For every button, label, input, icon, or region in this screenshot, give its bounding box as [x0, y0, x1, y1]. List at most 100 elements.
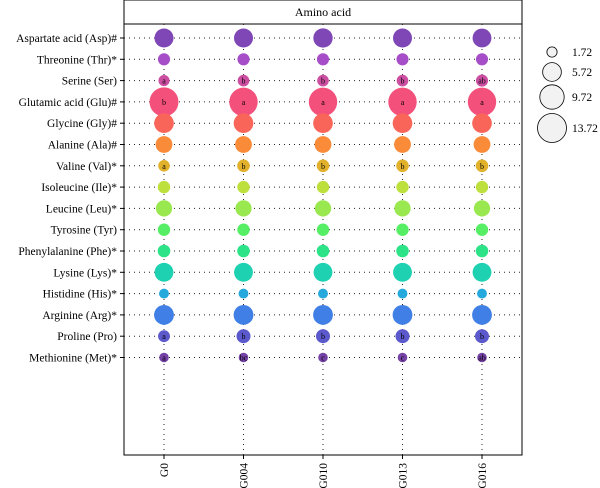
bubble-point [238, 288, 249, 299]
significance-label: b [242, 332, 246, 341]
x-tick-label: G004 [239, 463, 251, 488]
bubble-point [154, 113, 174, 134]
bubble-point [473, 200, 491, 217]
y-axis: Aspartate acid (Asp)# Threonine (Thr)* Ser… [16, 33, 124, 365]
significance-label: b [401, 77, 405, 86]
gridlines [124, 24, 522, 455]
bubble-point [475, 329, 489, 344]
significance-label: bc [240, 354, 248, 363]
bubble-point [318, 352, 328, 363]
x-tick-label: G010 [318, 463, 330, 488]
y-tick-label: Lysine (Lys)* [53, 267, 117, 279]
y-tick-label: Glutamic acid (Glu)# [19, 97, 118, 109]
bubble-point [396, 53, 409, 66]
bubble-point [237, 223, 250, 236]
bubble-point [155, 136, 173, 153]
bubble-point [313, 28, 333, 48]
bubble-point [154, 305, 174, 325]
bubble-point [233, 305, 254, 325]
significance-label: a [162, 162, 166, 171]
bubble-point [157, 223, 171, 236]
x-tick-label: G016 [477, 463, 489, 488]
bubble-point [317, 74, 329, 87]
legend-size-circle [546, 46, 558, 58]
bubble-point [397, 288, 408, 299]
bubble-point [393, 262, 412, 282]
bubble-point [396, 180, 409, 194]
significance-label: b [480, 162, 484, 171]
bubble-point [313, 305, 333, 325]
significance-label: a [321, 98, 325, 107]
bubble-point [467, 87, 497, 117]
bubble-point [316, 244, 330, 258]
bubble-point [229, 87, 258, 117]
bubble-point [397, 352, 408, 363]
significance-label: ab [478, 77, 486, 86]
y-tick-label: Phenylalanine (Phe)* [18, 246, 117, 258]
x-tick-label: G013 [398, 463, 410, 488]
points-layer: a b b b abb a a a aa b b b ba b b b ba bc c c ab [149, 28, 497, 363]
legend-size-label: 13.72 [572, 123, 598, 135]
bubble-point [392, 28, 413, 48]
bubble-point [396, 159, 409, 173]
legend-size-label: 9.72 [572, 92, 592, 104]
y-tick-label: Alanine (Ala)# [48, 140, 118, 152]
bubble-point [237, 180, 250, 194]
bubble-point [318, 288, 328, 299]
bubble-point [149, 87, 179, 117]
bubble-point [396, 244, 409, 258]
legend-size-circle [537, 113, 567, 143]
significance-label: b [162, 98, 166, 107]
y-tick-label: Methionine (Met)* [29, 353, 117, 365]
y-tick-label: Threonine (Thr)* [37, 54, 117, 66]
bubble-point [475, 223, 489, 236]
legend-size-circle [539, 84, 565, 110]
y-tick-label: Proline (Pro) [57, 331, 117, 343]
legend-size-label: 5.72 [572, 67, 592, 79]
bubble-point [394, 136, 411, 153]
significance-label: a [401, 98, 405, 107]
y-tick-label: Valine (Val)* [56, 161, 117, 173]
bubble-point [157, 244, 171, 258]
bubble-point [235, 136, 252, 153]
significance-label: c [401, 354, 405, 363]
bubble-point [237, 159, 250, 173]
significance-label: a [162, 77, 166, 86]
bubble-point [473, 136, 491, 153]
significance-label: b [401, 162, 405, 171]
size-legend: 1.72 5.72 9.72 13.72 [537, 46, 598, 143]
bubble-point [237, 74, 250, 87]
legend-size-circle [542, 62, 562, 82]
bubble-point [392, 113, 413, 134]
bubble-point [236, 329, 251, 344]
bubble-point [157, 53, 171, 66]
significance-label: b [242, 162, 246, 171]
significance-label: a [162, 354, 166, 363]
bubble-point [475, 53, 489, 66]
bubble-point [395, 329, 410, 344]
bubble-point [316, 223, 330, 236]
bubble-point [472, 113, 492, 134]
y-tick-label: Leucine (Leu)* [46, 203, 117, 215]
bubble-point [158, 75, 170, 87]
y-tick-label: Isoleucine (Ile)* [41, 182, 117, 194]
significance-label: a [242, 98, 246, 107]
bubble-point [472, 305, 492, 325]
significance-label: ab [478, 354, 486, 363]
bubble-point [475, 180, 489, 194]
y-tick-label: Serine (Ser) [62, 76, 117, 88]
bubble-point [159, 352, 169, 363]
bubble-point [316, 159, 330, 173]
bubble-point [237, 244, 250, 258]
bubble-point [235, 200, 252, 217]
bubble-point [314, 200, 332, 217]
y-tick-label: Tyrosine (Tyr) [51, 225, 118, 237]
bubble-point [237, 53, 250, 66]
bubble-point [154, 28, 174, 48]
bubble-point [155, 200, 173, 217]
bubble-point [396, 74, 409, 87]
legend-size-label: 1.72 [572, 47, 592, 59]
y-tick-label: Glycine (Gly)# [47, 118, 117, 130]
y-tick-label: Arginine (Arg)* [42, 310, 117, 322]
bubble-point [308, 87, 338, 117]
